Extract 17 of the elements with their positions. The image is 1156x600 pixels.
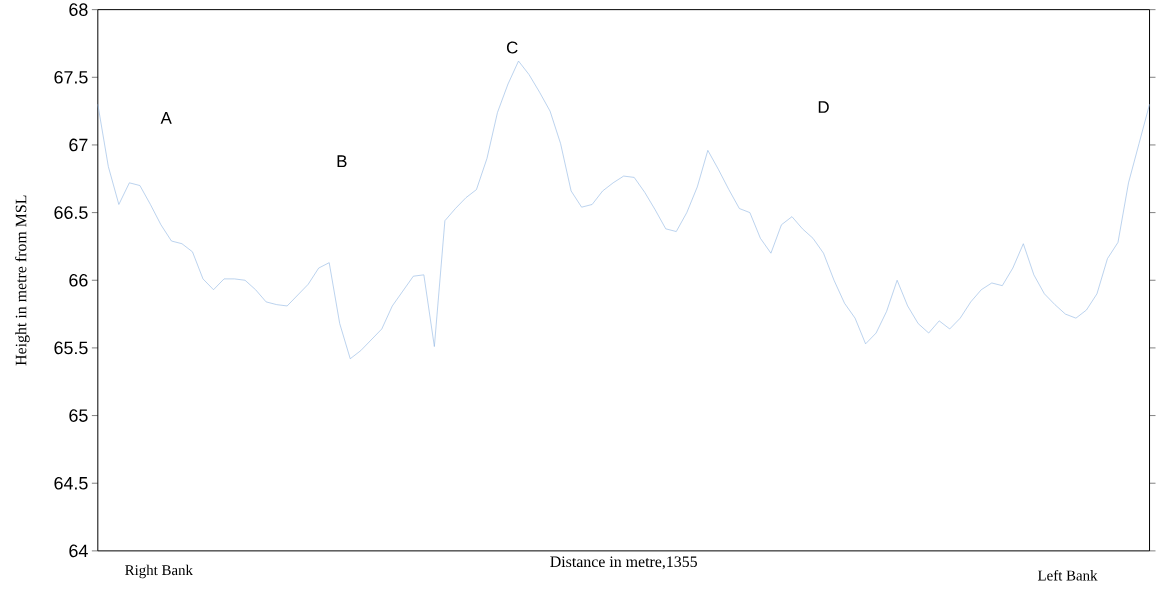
- text: Right Bank: [125, 564, 193, 579]
- y-tick-label: 66.5: [54, 206, 88, 220]
- x-axis-title: Distance in metre,1355: [550, 556, 697, 570]
- y-tick-label: 66: [69, 274, 88, 287]
- y-tick-label: 67: [69, 138, 88, 152]
- y-tick-label: 65.5: [54, 341, 88, 355]
- annotation: B: [337, 155, 347, 168]
- y-tick-label: 64: [69, 544, 88, 558]
- annotation: A: [160, 112, 172, 124]
- annotation: D: [818, 101, 829, 114]
- y-tick-label: 67.5: [54, 71, 88, 84]
- y-tick-label: 68: [69, 3, 88, 17]
- annotation: C: [506, 41, 518, 54]
- y-tick-label: 64.5: [54, 477, 88, 490]
- text: Left Bank: [1037, 570, 1098, 581]
- y-tick-label: 65: [69, 409, 88, 423]
- y-axis-title: Height in metre from MSL: [15, 195, 30, 366]
